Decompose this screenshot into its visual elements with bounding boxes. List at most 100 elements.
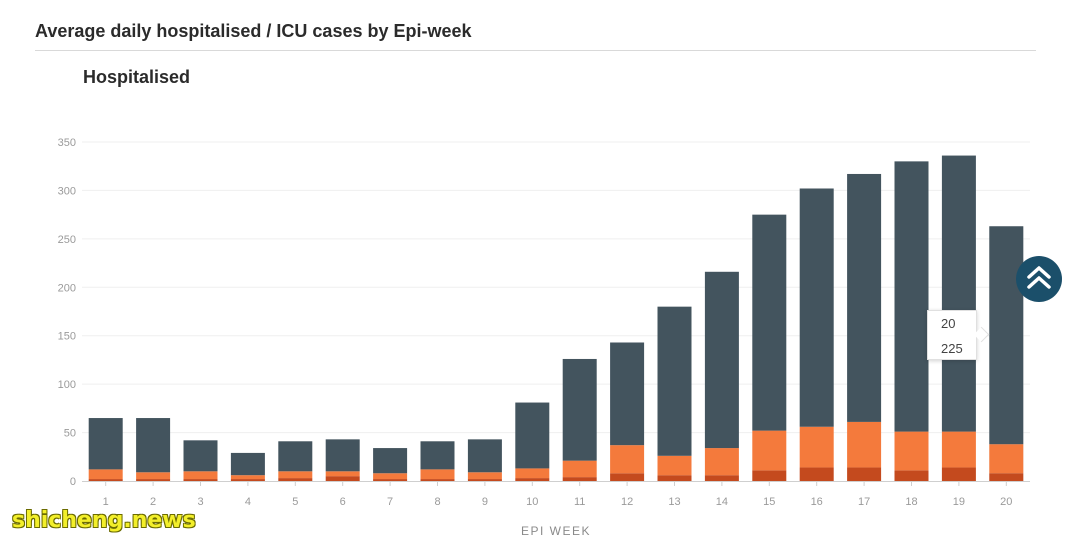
bar-segment[interactable]: [941, 431, 976, 468]
y-axis-ticks: 0 50 100 150 200 250 300 350: [58, 137, 76, 488]
x-tick-label: 18: [905, 496, 917, 508]
bar-segment[interactable]: [610, 473, 645, 481]
bar-segment[interactable]: [799, 426, 834, 468]
bar-segment[interactable]: [847, 421, 882, 468]
bar-segment[interactable]: [420, 469, 455, 480]
bar-segment[interactable]: [467, 439, 502, 473]
bar-segment[interactable]: [657, 455, 692, 476]
gridlines: [82, 141, 1030, 434]
bar-segment[interactable]: [894, 161, 929, 432]
y-tick-label: 0: [70, 476, 76, 488]
y-tick-label: 350: [58, 137, 76, 149]
scroll-to-top-button[interactable]: [1016, 256, 1062, 302]
x-tick-label: 12: [621, 496, 633, 508]
bar-segment[interactable]: [894, 431, 929, 471]
x-tick-label: 1: [103, 496, 109, 508]
bar-segment[interactable]: [325, 439, 360, 472]
bar-segment[interactable]: [989, 444, 1024, 474]
bar-segment[interactable]: [183, 479, 218, 481]
bar-segment[interactable]: [88, 479, 123, 481]
bar-segment[interactable]: [657, 475, 692, 481]
chart-tooltip: 20 225: [927, 310, 990, 360]
bar-segment[interactable]: [325, 476, 360, 481]
page-title: Average daily hospitalised / ICU cases b…: [35, 21, 472, 41]
bar-segment[interactable]: [278, 471, 313, 479]
bar-segment[interactable]: [420, 441, 455, 470]
x-tick-label: 14: [716, 496, 728, 508]
bar-segment[interactable]: [704, 448, 739, 476]
x-axis-ticks: 1 2 3 4 5 6 7 8 9 10 11 12 13 14 15 16 17 18 19 20: [103, 481, 1012, 508]
bar-segment[interactable]: [88, 418, 123, 470]
bar-segment[interactable]: [515, 468, 550, 479]
bar-segment[interactable]: [610, 445, 645, 474]
bar-segment[interactable]: [373, 473, 408, 480]
bar-segment[interactable]: [88, 469, 123, 480]
y-tick-label: 50: [64, 428, 76, 440]
bar-segment[interactable]: [562, 460, 597, 478]
x-tick-label: 19: [953, 496, 965, 508]
tooltip-category: 20: [941, 316, 956, 331]
bar-segment[interactable]: [136, 472, 171, 480]
x-axis-label: EPI WEEK: [521, 524, 591, 538]
bar-segment[interactable]: [230, 475, 265, 480]
bar-segment[interactable]: [467, 479, 502, 481]
y-tick-label: 200: [58, 282, 76, 294]
bar-segment[interactable]: [136, 418, 171, 473]
bar-segment[interactable]: [230, 452, 265, 476]
bar-segment[interactable]: [941, 467, 976, 481]
bar-segment[interactable]: [325, 471, 360, 477]
x-tick-label: 17: [858, 496, 870, 508]
bar-segment[interactable]: [657, 306, 692, 456]
watermark: shicheng.news: [12, 508, 196, 533]
bar-segment[interactable]: [847, 173, 882, 422]
x-tick-label: 6: [340, 496, 346, 508]
bar-segment[interactable]: [989, 473, 1024, 481]
x-tick-label: 8: [434, 496, 440, 508]
bar-segment[interactable]: [894, 470, 929, 481]
x-tick-label: 15: [763, 496, 775, 508]
x-tick-label: 13: [668, 496, 680, 508]
bar-segment[interactable]: [704, 475, 739, 481]
bar-segment[interactable]: [467, 472, 502, 480]
bar-segment[interactable]: [420, 479, 455, 481]
bar-segment[interactable]: [136, 479, 171, 481]
bar-segment[interactable]: [752, 470, 787, 481]
bar-segment[interactable]: [847, 467, 882, 481]
bar-segment[interactable]: [799, 467, 834, 481]
bar-segment[interactable]: [373, 479, 408, 481]
bar-segment[interactable]: [989, 226, 1024, 445]
x-tick-label: 20: [1000, 496, 1012, 508]
bar-segment[interactable]: [183, 440, 218, 472]
bar-segment[interactable]: [515, 478, 550, 481]
bar-segment[interactable]: [941, 155, 976, 432]
bar-segment[interactable]: [610, 342, 645, 446]
y-tick-label: 100: [58, 379, 76, 391]
x-tick-label: 11: [574, 496, 585, 508]
bar-segment[interactable]: [183, 471, 218, 480]
bar-segment[interactable]: [752, 214, 787, 431]
x-tick-label: 7: [387, 496, 393, 508]
bar-segment[interactable]: [278, 441, 313, 472]
x-tick-label: 16: [811, 496, 823, 508]
bar-segment[interactable]: [562, 358, 597, 461]
x-tick-label: 9: [482, 496, 488, 508]
bar-segment[interactable]: [278, 478, 313, 481]
bar-segment[interactable]: [562, 477, 597, 481]
x-tick-label: 5: [292, 496, 298, 508]
bar-segment[interactable]: [515, 402, 550, 469]
bar-segment[interactable]: [373, 448, 408, 474]
x-tick-label: 4: [245, 496, 251, 508]
chart-title: Hospitalised: [83, 67, 191, 87]
bar-segment[interactable]: [752, 430, 787, 471]
y-tick-label: 300: [58, 185, 76, 197]
x-tick-label: 2: [150, 496, 156, 508]
x-tick-label: 10: [526, 496, 538, 508]
bar-segment[interactable]: [230, 479, 265, 481]
bar-segment[interactable]: [704, 271, 739, 449]
x-tick-label: 3: [197, 496, 203, 508]
y-tick-label: 150: [58, 331, 76, 343]
double-chevron-up-icon: [1027, 266, 1051, 289]
bar-segment[interactable]: [799, 188, 834, 427]
title-divider: [35, 50, 1036, 51]
